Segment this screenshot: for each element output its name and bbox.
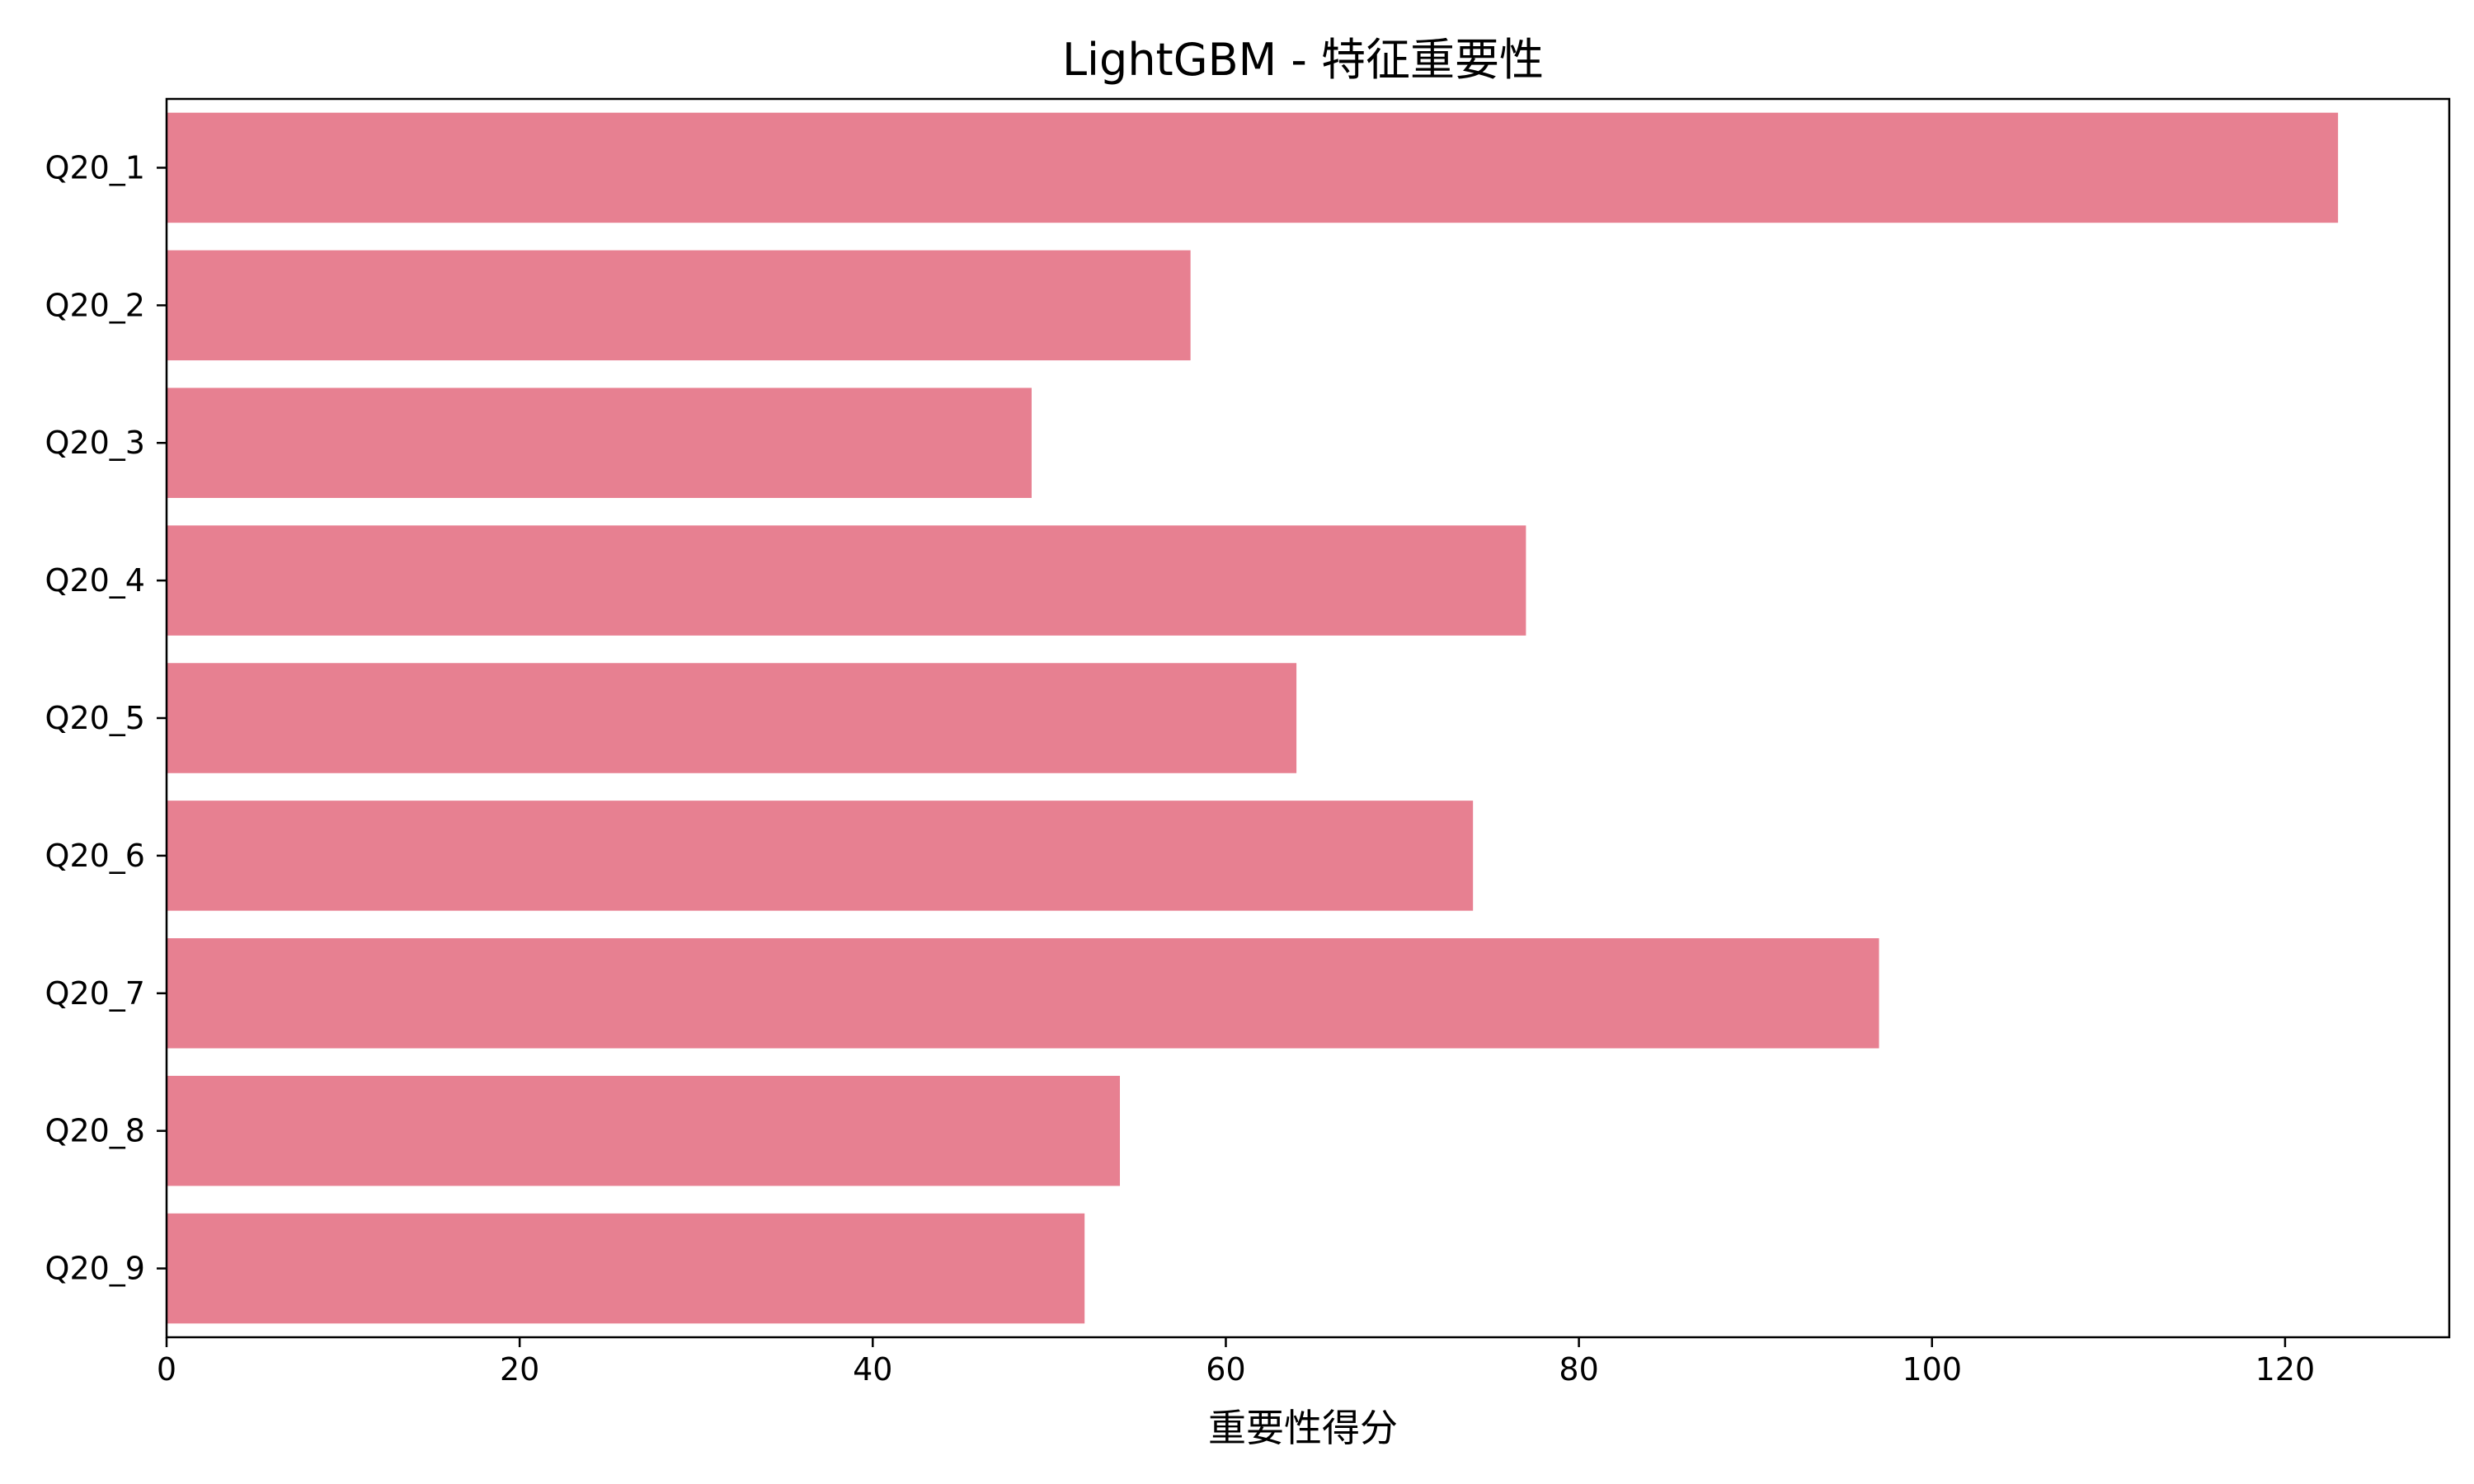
y-tick-label: Q20_8 (45, 1113, 145, 1149)
y-tick-label: Q20_1 (45, 149, 145, 186)
bar-q20-2 (167, 250, 1191, 361)
x-tick-label: 20 (500, 1351, 539, 1388)
x-tick-label: 80 (1559, 1351, 1598, 1388)
bars-layer (167, 112, 2339, 1324)
y-tick-label: Q20_6 (45, 838, 145, 874)
y-tick-label: Q20_4 (45, 562, 145, 599)
x-tick-label: 60 (1206, 1351, 1245, 1388)
bar-q20-9 (167, 1213, 1085, 1324)
plot-frame (165, 97, 2451, 1339)
x-tick-label: 40 (853, 1351, 892, 1388)
bar-q20-8 (167, 1075, 1121, 1186)
y-tick-label: Q20_5 (45, 700, 145, 736)
bar-q20-6 (167, 801, 1474, 911)
bar-q20-5 (167, 663, 1297, 773)
x-tick-label: 0 (157, 1351, 176, 1388)
bar-q20-3 (167, 387, 1032, 498)
x-tick-label: 100 (1902, 1351, 1962, 1388)
x-axis-label: 重要性得分 (1208, 1406, 1398, 1450)
bar-q20-7 (167, 938, 1879, 1049)
y-tick-label: Q20_3 (45, 425, 145, 461)
bar-q20-1 (167, 112, 2339, 223)
y-tick-label: Q20_9 (45, 1251, 145, 1287)
y-tick-label: Q20_2 (45, 287, 145, 323)
bar-q20-4 (167, 525, 1526, 636)
y-tick-label: Q20_7 (45, 975, 145, 1012)
ticks-layer: Q20_1 Q20_2 Q20_3 Q20_4 Q20_5 Q20_6 Q20_7 Q20_8… (45, 149, 2316, 1388)
x-tick-label: 120 (2255, 1351, 2316, 1388)
chart-title: LightGBM - 特征重要性 (1062, 34, 1544, 86)
